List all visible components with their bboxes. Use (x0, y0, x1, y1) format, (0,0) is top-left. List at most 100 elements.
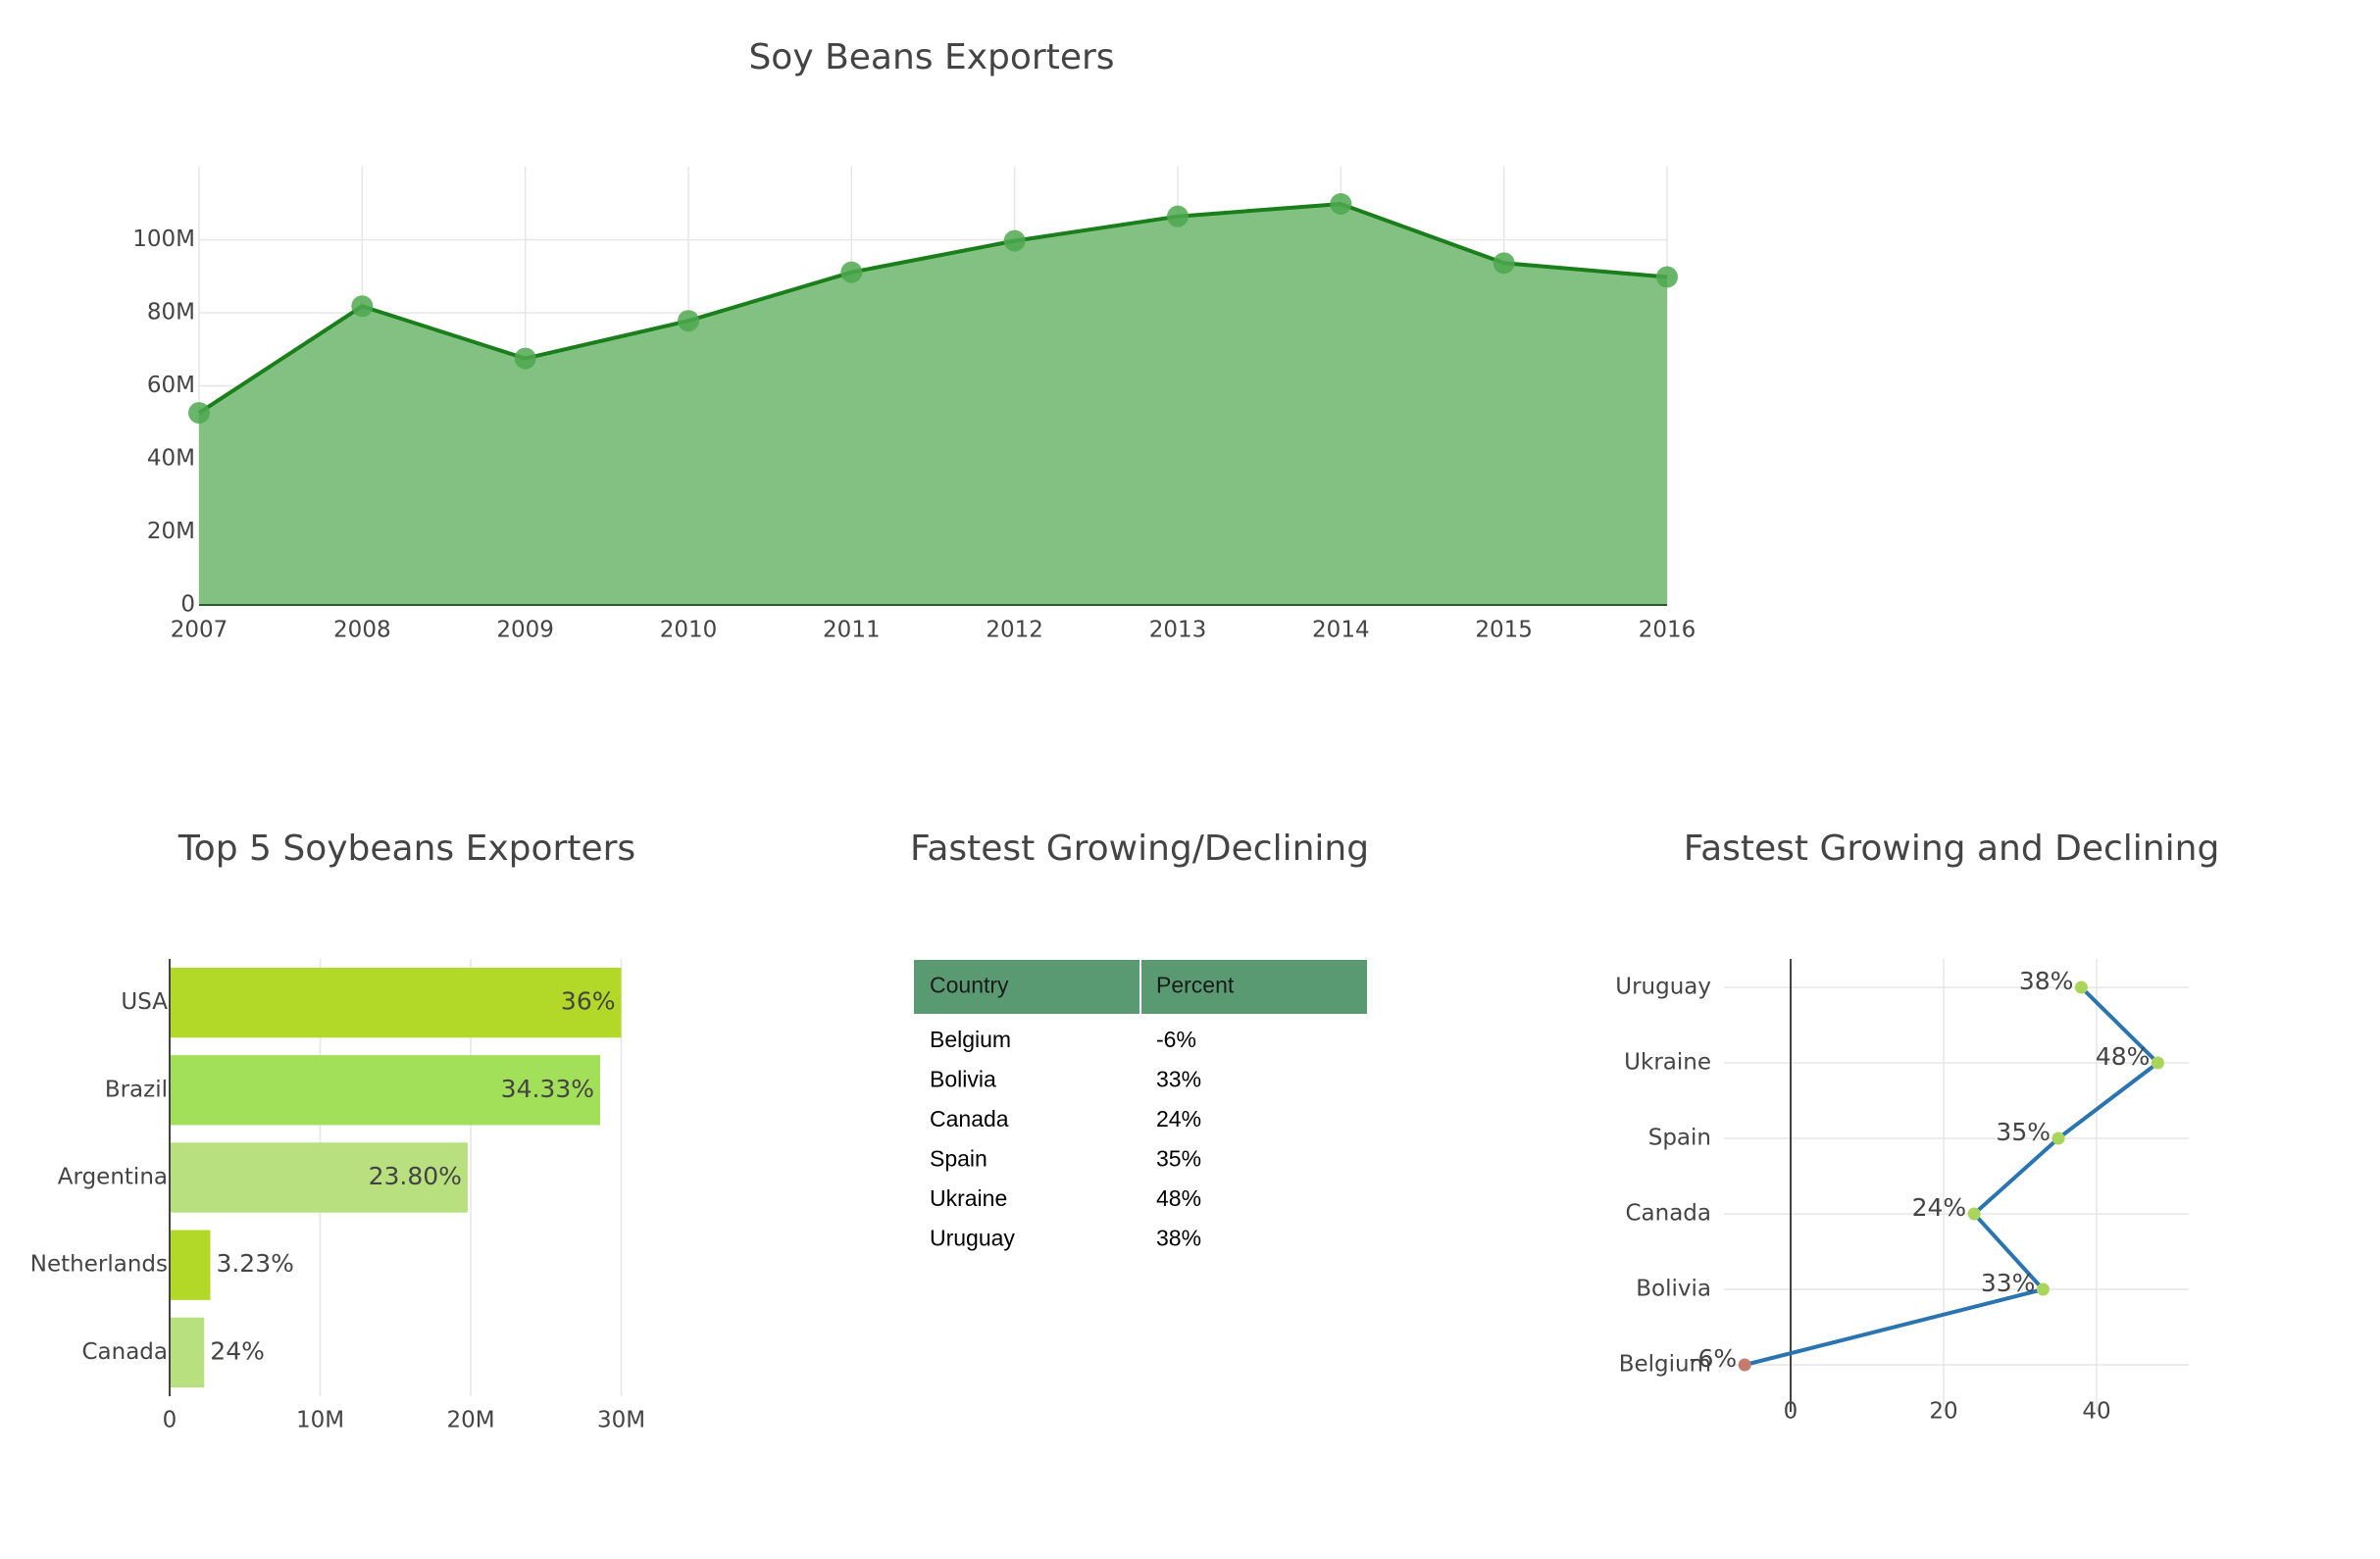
line-chart-x-ticks: 0 20 40 (1784, 1399, 2111, 1425)
area-chart-y-tick-label: 0 (180, 592, 195, 618)
area-chart-point-2010 (678, 310, 699, 332)
bar-chart-x-ticks: 0 10M 20M 30M (163, 1408, 645, 1433)
line-x-tick-label: 0 (1784, 1399, 1798, 1425)
table-percent-cell: 33% (1156, 1067, 1201, 1092)
bar-usa (170, 967, 622, 1038)
area-chart-y-tick-label: 80M (147, 300, 195, 326)
area-chart-x-tick-label: 2015 (1475, 618, 1533, 643)
bar-data-label: 24% (210, 1336, 265, 1365)
bar-x-tick-label: 30M (597, 1408, 645, 1433)
bar-chart-bars: 36% 34.33% 23.80% 3.23% 24% (170, 967, 622, 1388)
area-chart-point-2011 (840, 261, 863, 283)
soy-exporters-area-chart: Soy Beans Exporters 2007 2008 2009 2010 2011… (132, 37, 1696, 643)
table-body: Country Percent Belgium -6% Bolivia 33% Canada… (914, 960, 1367, 1251)
line-point-canada (1967, 1207, 1981, 1221)
table-title: Fastest Growing/Declining (910, 829, 1369, 869)
line-chart-title: Fastest Growing and Declining (1684, 829, 2220, 869)
bar-data-label: 34.33% (501, 1075, 594, 1103)
table-country-cell: Uruguay (930, 1226, 1015, 1251)
line-data-label: 38% (2019, 967, 2074, 995)
area-chart-y-tick-label: 40M (147, 446, 195, 472)
table-header-label: Percent (1156, 973, 1235, 998)
table-percent-cell: 48% (1156, 1185, 1201, 1211)
table-header-cell (914, 960, 1139, 1014)
bar-category-label: Canada (81, 1339, 168, 1365)
bar-data-label: 36% (561, 987, 616, 1016)
bar-netherlands (170, 1230, 211, 1300)
area-chart-x-tick-label: 2011 (823, 618, 881, 643)
area-chart-point-2008 (351, 295, 374, 318)
line-point-belgium (1738, 1358, 1751, 1372)
line-data-label: 24% (1912, 1193, 1967, 1222)
bar-category-label: Brazil (105, 1077, 168, 1102)
line-point-spain (2051, 1132, 2065, 1145)
area-chart-point-2012 (1003, 229, 1026, 252)
line-category-label: Ukraine (1624, 1050, 1711, 1076)
area-chart-x-ticks: 2007 2008 2009 2010 2011 2012 2013 2014 2015 2016 (171, 618, 1696, 643)
area-chart-y-tick-label: 100M (132, 226, 195, 252)
bar-argentina (170, 1142, 468, 1213)
bar-canada (170, 1317, 205, 1388)
line-category-label: Bolivia (1636, 1277, 1711, 1302)
bar-data-label: 23.80% (369, 1162, 462, 1190)
line-category-label: Uruguay (1615, 975, 1711, 1000)
bar-chart-title: Top 5 Soybeans Exporters (177, 829, 635, 869)
table-country-cell: Belgium (930, 1027, 1011, 1052)
line-data-label: -6% (1690, 1344, 1738, 1373)
area-chart-line (197, 201, 1668, 415)
area-chart-point-2014 (1330, 192, 1352, 215)
line-point-bolivia (2036, 1282, 2050, 1296)
line-data-label: 33% (1981, 1269, 2036, 1297)
table-percent-cell: 35% (1156, 1146, 1201, 1172)
line-chart-category-labels: Belgium Bolivia Canada Spain Ukraine Uruguay (1615, 975, 1711, 1378)
growth-table: Fastest Growing/Declining Country Percent… (910, 829, 1369, 1251)
bar-category-label: USA (121, 989, 168, 1015)
table-country-cell: Ukraine (930, 1185, 1007, 1211)
bar-category-label: Netherlands (30, 1252, 168, 1278)
area-chart-x-tick-label: 2008 (333, 618, 391, 643)
line-x-tick-label: 20 (1929, 1399, 1957, 1425)
line-data-label: 48% (2096, 1042, 2151, 1071)
line-chart-line (1744, 985, 2161, 1367)
area-chart-point-2016 (1656, 266, 1678, 288)
table-percent-cell: 24% (1156, 1106, 1201, 1132)
area-chart-x-tick-label: 2007 (171, 618, 228, 643)
area-chart-x-tick-label: 2009 (496, 618, 554, 643)
line-x-tick-label: 40 (2082, 1399, 2110, 1425)
area-chart-markers (188, 192, 1678, 425)
table-percent-cell: -6% (1156, 1027, 1196, 1052)
area-chart-title: Soy Beans Exporters (748, 37, 1114, 77)
top5-bar-chart: Top 5 Soybeans Exporters 36% 34.33% 23.80%… (30, 829, 645, 1433)
line-chart-grid (1724, 959, 2189, 1412)
table-header-label: Country (930, 973, 1009, 998)
growth-line-chart: Fastest Growing and Declining -6% 33% 24% 3… (1615, 829, 2219, 1425)
bar-category-label: Argentina (58, 1165, 168, 1190)
line-category-label: Spain (1648, 1126, 1711, 1151)
table-country-cell: Canada (930, 1106, 1009, 1132)
area-chart-x-tick-label: 2013 (1149, 618, 1207, 643)
bar-x-tick-label: 10M (296, 1408, 344, 1433)
bar-x-tick-label: 0 (163, 1408, 177, 1433)
area-chart-x-tick-label: 2014 (1312, 618, 1370, 643)
area-chart-point-2007 (188, 402, 210, 425)
area-chart-y-tick-label: 60M (147, 373, 195, 398)
area-chart-fill (199, 204, 1667, 605)
line-chart-markers: -6% 33% 24% 35% 48% 38% (1690, 967, 2164, 1373)
line-category-label: Belgium (1619, 1352, 1711, 1378)
table-percent-cell: 38% (1156, 1226, 1201, 1251)
table-country-cell: Bolivia (930, 1067, 996, 1092)
line-category-label: Canada (1625, 1201, 1711, 1227)
line-point-uruguay (2074, 981, 2088, 994)
area-chart-x-tick-label: 2010 (660, 618, 718, 643)
bar-chart-category-labels: USA Brazil Argentina Netherlands Canada (30, 989, 168, 1365)
area-chart-point-2013 (1167, 205, 1189, 227)
bar-data-label: 3.23% (216, 1249, 293, 1278)
bar-brazil (170, 1055, 601, 1126)
line-data-label: 35% (1996, 1118, 2051, 1146)
area-chart-point-2015 (1493, 252, 1515, 275)
bar-x-tick-label: 20M (446, 1408, 494, 1433)
area-chart-point-2009 (514, 347, 536, 370)
area-chart-x-tick-label: 2016 (1639, 618, 1696, 643)
table-country-cell: Spain (930, 1146, 987, 1172)
